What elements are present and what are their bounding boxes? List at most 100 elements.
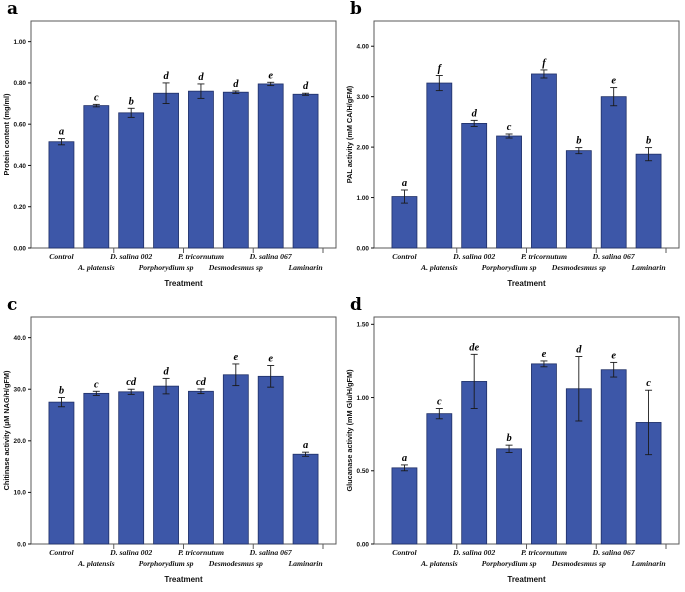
bar [531,73,557,249]
sig-letter: c [437,397,442,408]
bar [257,375,284,545]
plot-frame [373,20,680,249]
category-label: P. tricornutum [521,548,567,557]
y-tick-label: 20.0 [14,438,27,445]
category-label: A. platensis [420,559,458,568]
sig-letter: e [611,350,616,361]
bar [48,141,75,249]
bar [391,196,418,249]
bar [600,96,627,249]
x-axis-title: Treatment [507,279,546,288]
bar [426,413,453,545]
y-axis-title: Chitinase activity (µM NAG/H/gFM) [2,370,11,490]
bar [496,448,522,545]
y-tick-label: 0.00 [14,245,27,252]
sig-letter: d [163,366,169,377]
sig-letter: f [438,63,443,74]
bar [83,105,110,249]
category-label: Desmodesmus sp [551,559,606,568]
panel-b-letter: b [350,0,362,19]
panel-d: d 0.00 0.50 1.00 1.50 Glucanase activity (mM… [343,296,685,592]
category-label: A. platensis [77,263,115,272]
sig-letter: c [94,92,99,103]
category-label: D. salina 002 [109,548,152,557]
category-label: D. salina 067 [249,252,293,261]
y-axis-title: PAL activity (mM CA/H/gFM) [345,85,354,183]
sig-letter: e [268,353,273,364]
panel-c-letter: c [7,295,18,315]
category-label: Porphorydium sp [482,263,537,272]
y-axis-title: Glucanase activity (mM Glu/H/gFM) [345,369,354,492]
plot-frame [30,316,337,545]
sig-letter: a [303,440,308,451]
category-label: Desmodesmus sp [208,263,263,272]
bar [391,467,418,545]
sig-letter: b [59,385,64,396]
category-label: Control [392,252,417,261]
sig-letter: e [542,349,547,360]
bar [292,93,319,249]
y-tick-label: 1.00 [357,395,370,402]
bar [118,112,145,249]
panel-a-letter: a [7,0,19,19]
bar [48,401,75,545]
bar [600,369,627,545]
category-label: Laminarin [630,559,665,568]
plot-frame [30,20,337,249]
sig-letter: b [576,136,581,147]
bar [188,90,214,249]
y-tick-label: 0.40 [14,163,27,170]
category-label: D. salina 067 [592,548,636,557]
y-tick-label: 0.00 [357,245,370,252]
bar [222,91,249,249]
bar [635,153,662,249]
y-tick-label: 1.50 [357,322,370,329]
bar [461,123,488,249]
category-label: Laminarin [630,263,665,272]
sig-letter: cd [126,377,137,388]
sig-letter: c [646,378,651,389]
category-label: Desmodesmus sp [551,263,606,272]
category-label: D. salina 002 [452,252,495,261]
sig-letter: a [402,453,407,464]
category-label: Laminarin [287,559,322,568]
y-tick-label: 40.0 [14,335,27,342]
bar [496,135,522,249]
panel-b: b 0.00 1.00 2.00 3.00 4.00 PAL activity (mM C… [343,0,685,296]
y-tick-label: 0.50 [357,468,370,475]
bar [426,82,453,249]
y-tick-label: 0.80 [14,80,27,87]
bar [292,453,319,545]
sig-letter: d [233,79,239,90]
category-label: Porphorydium sp [482,559,537,568]
category-label: Porphorydium sp [139,263,194,272]
sig-letter: d [163,71,169,82]
bar [153,92,179,249]
panel-d-letter: d [350,295,362,315]
x-axis-title: Treatment [164,279,203,288]
sig-letter: b [646,136,651,147]
sig-letter: de [469,342,479,353]
sig-letter: d [576,345,582,356]
y-axis-title: Protein content (mg/ml) [2,93,11,175]
panel-a-chart: 0.00 0.20 0.40 0.60 0.80 1.00 Protein content … [2,20,337,288]
sig-letter: e [611,76,616,87]
panel-c-chart: 0.0 10.0 20.0 30.0 40.0 Chitinase activity (µ… [2,316,337,584]
category-label: Laminarin [287,263,322,272]
y-tick-label: 0.00 [357,541,370,548]
category-label: Control [49,548,74,557]
sig-letter: c [507,122,512,133]
bar [153,385,179,545]
category-label: P. tricornutum [178,252,224,261]
y-tick-label: 0.60 [14,121,27,128]
y-tick-label: 0.0 [17,541,26,548]
category-label: A. platensis [77,559,115,568]
sig-letter: a [59,127,64,138]
bar [565,150,592,249]
category-label: Porphorydium sp [139,559,194,568]
y-tick-label: 30.0 [14,387,27,394]
category-label: A. platensis [420,263,458,272]
panel-b-chart: 0.00 1.00 2.00 3.00 4.00 PAL activity (mM CA/… [345,20,680,288]
category-label: D. salina 002 [109,252,152,261]
